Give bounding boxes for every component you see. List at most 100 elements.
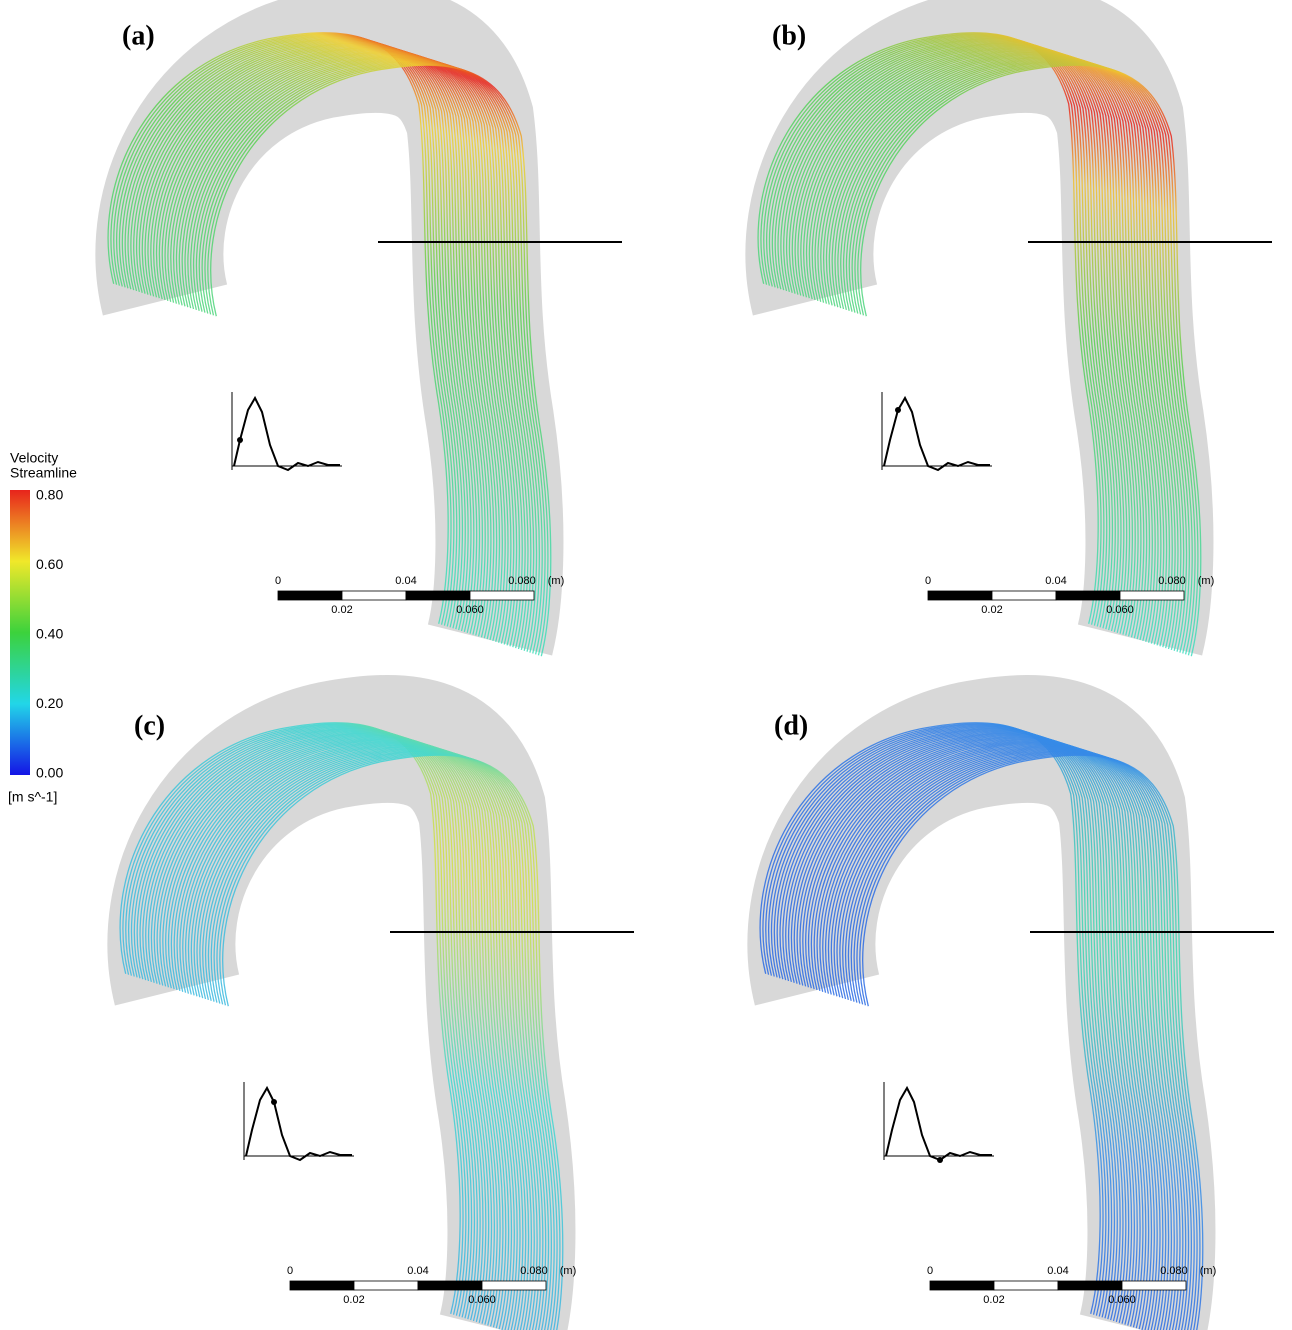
streamline: [794, 43, 1136, 636]
streamline: [807, 737, 1150, 1330]
panel-label: (a): [122, 20, 155, 51]
streamline: [791, 42, 1134, 635]
streamline: [787, 731, 1130, 1323]
streamline: [777, 38, 1119, 631]
streamline: [808, 48, 1151, 641]
streamline: [187, 57, 529, 650]
streamline: [799, 734, 1141, 1327]
streamline: [198, 60, 541, 653]
scale-label: 0.04: [1047, 1265, 1068, 1277]
streamline: [802, 735, 1144, 1328]
vessel-wall: [107, 675, 576, 1330]
inset-waveform: [233, 395, 340, 472]
streamline: [766, 34, 1108, 627]
inset-waveform: [245, 1085, 352, 1162]
streamline: [130, 725, 473, 1318]
legend-tick: 0.80: [36, 487, 63, 503]
streamline: [181, 55, 523, 648]
scale-label: 0: [275, 575, 281, 587]
streamline: [834, 56, 1176, 649]
panel-label: (c): [134, 710, 165, 741]
streamline: [768, 35, 1111, 628]
scale-segment: [929, 1280, 995, 1291]
streamline: [150, 732, 493, 1324]
scale-label: (m): [560, 1265, 577, 1277]
streamline: [800, 45, 1142, 638]
streamline: [219, 753, 561, 1330]
streamline: [187, 743, 530, 1330]
legend-tick: 0.60: [36, 556, 63, 572]
streamline: [763, 33, 1105, 626]
streamline: [195, 60, 538, 652]
scale-segment: [991, 590, 1057, 601]
streamline: [139, 728, 481, 1321]
streamline: [851, 61, 1193, 654]
scale-label: 0.080: [1160, 1265, 1188, 1277]
streamline: [207, 63, 549, 656]
legend-tick: 0.20: [36, 695, 63, 711]
scale-label: (m): [1198, 575, 1215, 587]
streamline: [859, 753, 1201, 1330]
streamline: [190, 58, 532, 651]
streamline: [199, 747, 541, 1330]
inset-axes: [231, 392, 342, 470]
scale-segment: [417, 1280, 483, 1291]
scale-label: 0.060: [1106, 604, 1134, 616]
panel: (b) 0 0.04 0.080 (m) 0.02 0.060: [745, 0, 1272, 657]
streamline: [842, 59, 1185, 651]
streamline: [141, 42, 484, 635]
scale-label: 0.04: [1045, 575, 1066, 587]
streamline: [213, 751, 555, 1330]
inset-dot: [895, 407, 901, 413]
streamline: [823, 52, 1165, 645]
legend-unit: [m s^-1]: [8, 789, 57, 805]
streamline: [783, 40, 1125, 633]
color-bar: [10, 490, 30, 775]
streamline: [850, 750, 1193, 1330]
streamline: [170, 51, 512, 644]
streamline: [159, 734, 501, 1327]
streamline: [167, 51, 509, 643]
inset-axes: [881, 392, 992, 470]
inset-dot: [237, 437, 243, 443]
streamline: [113, 33, 455, 626]
streamline: [817, 51, 1159, 643]
streamline: [782, 729, 1124, 1322]
streamline: [762, 723, 1104, 1315]
streamline: [165, 736, 507, 1329]
streamline: [164, 50, 506, 642]
streamline: [204, 749, 547, 1330]
scale-label: 0.02: [983, 1294, 1004, 1306]
streamline: [170, 738, 513, 1330]
streamline: [167, 737, 510, 1330]
scale-label: 0.02: [981, 604, 1002, 616]
streamline: [173, 739, 515, 1330]
streamline: [107, 32, 449, 624]
streamline: [774, 37, 1116, 630]
streamline: [805, 47, 1148, 640]
scale-segment: [277, 590, 343, 601]
streamline: [119, 722, 461, 1314]
streamline: [156, 733, 498, 1326]
streamline: [222, 754, 564, 1330]
panel: (a) 0 0.04 0.080 (m) 0.02 0.060: [95, 0, 622, 657]
inset-axes: [243, 1082, 354, 1160]
streamline: [207, 750, 550, 1330]
streamline: [196, 746, 538, 1330]
scale-segment: [927, 590, 993, 601]
streamline: [793, 732, 1136, 1325]
streamline: [144, 43, 486, 636]
streamline: [805, 736, 1147, 1329]
streamline: [193, 745, 535, 1330]
streamline: [842, 748, 1184, 1330]
streamline: [147, 731, 490, 1323]
vessel-wall: [745, 0, 1214, 656]
streamline: [773, 726, 1116, 1319]
streamline: [811, 49, 1153, 642]
streamline: [757, 32, 1099, 624]
streamline: [161, 49, 503, 642]
streamline: [121, 36, 464, 629]
streamline: [176, 740, 518, 1330]
streamline: [135, 41, 478, 633]
